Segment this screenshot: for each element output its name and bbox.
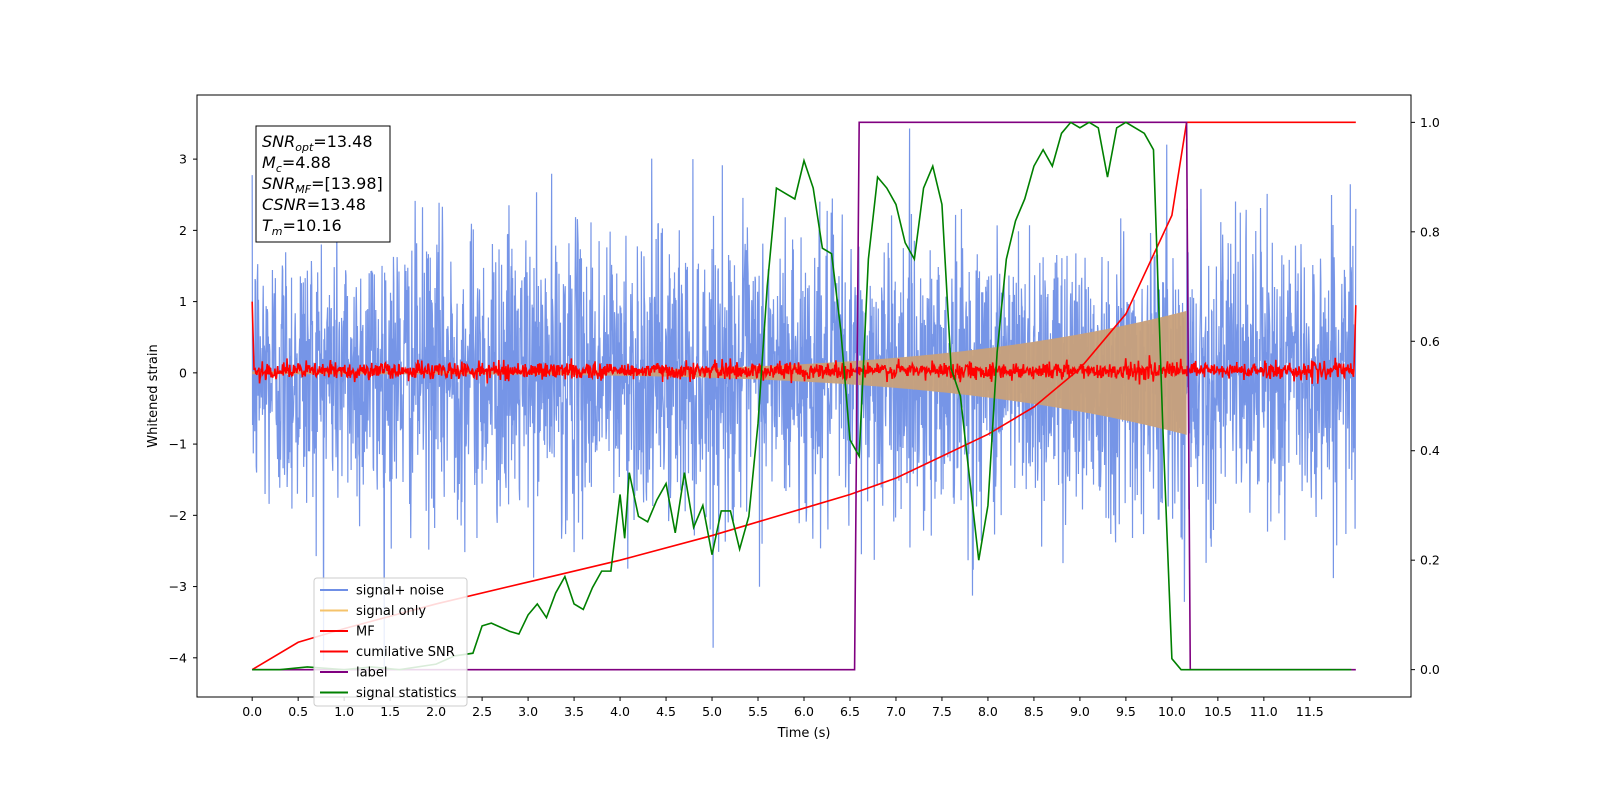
legend-entry: cumilative SNR [356,645,455,660]
y-tick-label: 3 [179,152,187,167]
y-tick-label: 2 [179,223,187,238]
legend-entry: signal+ noise [356,584,444,599]
x-axis-label: Time (s) [777,726,831,741]
y-tick-label: −3 [169,579,187,594]
x-tick-label: 7.5 [932,704,952,719]
annotation-line: SNRMF=[13.98] [262,174,383,196]
legend-entry: label [356,666,387,681]
x-tick-label: 10.5 [1204,704,1232,719]
x-tick-label: 0.0 [242,704,262,719]
x-tick-label: 8.0 [978,704,998,719]
annotation-line: Mc=4.88 [262,153,331,175]
x-tick-label: 6.5 [840,704,860,719]
y-right-tick-label: 1.0 [1420,115,1440,130]
y-right-tick-label: 0.2 [1420,553,1440,568]
x-tick-label: 5.0 [702,704,722,719]
y-tick-label: −4 [169,650,187,665]
mf-line [251,301,1357,385]
x-tick-label: 11.5 [1296,704,1324,719]
annotation-line: SNRopt=13.48 [262,132,373,154]
y-right-tick-label: 0.8 [1420,224,1440,239]
x-tick-label: 9.0 [1070,704,1090,719]
x-tick-label: 1.0 [334,704,354,719]
y-tick-label: 0 [179,365,187,380]
x-tick-label: 1.5 [380,704,400,719]
x-tick-label: 9.5 [1116,704,1136,719]
x-tick-label: 7.0 [886,704,906,719]
x-tick-label: 2.5 [472,704,492,719]
annotation-box: SNRopt=13.48Mc=4.88SNRMF=[13.98]CSNR=13.… [255,125,391,243]
x-tick-label: 4.5 [656,704,676,719]
annotation-line: CSNR=13.48 [262,195,366,214]
legend-frame [313,577,468,707]
y-tick-label: −1 [169,437,187,452]
legend-entry: MF [356,625,375,640]
y-axis-label: Whitened strain [146,344,161,447]
annotation-line: Tm=10.16 [262,216,342,238]
x-tick-label: 8.5 [1024,704,1044,719]
y-tick-label: −2 [169,508,187,523]
legend-entry: signal only [356,604,426,619]
x-tick-label: 5.5 [748,704,768,719]
legend: signal+ noise signal only MF cumilative SNR… [313,577,468,707]
x-tick-label: 0.5 [288,704,308,719]
annotation-frame [255,125,391,243]
y-right-tick-label: 0.4 [1420,443,1440,458]
x-tick-label: 6.0 [794,704,814,719]
y-tick-label: 1 [179,294,187,309]
legend-entry: signal statistics [356,686,457,701]
signal-statistics-line [252,121,1352,671]
x-tick-label: 2.0 [426,704,446,719]
y-right-tick-label: 0.0 [1420,662,1440,677]
x-tick-label: 4.0 [610,704,630,719]
x-tick-label: 3.5 [564,704,584,719]
y-right-tick-label: 0.6 [1420,334,1440,349]
axes-layer: 0.0 0.5 1.0 1.5 2.0 2.5 3.0 3.5 4.0 4.5 5.0 5.5 6.0 6… [169,115,1440,719]
x-tick-label: 3.0 [518,704,538,719]
x-tick-label: 11.0 [1250,704,1278,719]
x-tick-label: 10.0 [1158,704,1186,719]
